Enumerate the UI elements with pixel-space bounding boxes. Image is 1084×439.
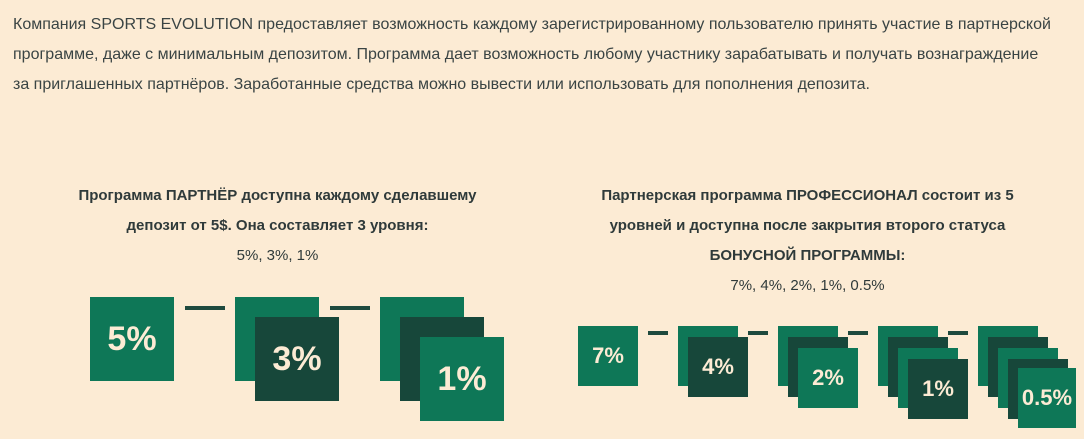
partner-tier-3-tile: 1% <box>420 337 504 421</box>
professional-levels-text: 7%, 4%, 2%, 1%, 0.5% <box>730 277 885 294</box>
professional-title-line-3: БОНУСНОЙ ПРОГРАММЫ: <box>709 247 906 264</box>
partner-connector-2 <box>330 306 370 310</box>
partner-tier-1-tile: 5% <box>90 297 174 381</box>
professional-title-line-2: уровней и доступна после закрытия второг… <box>609 217 1006 234</box>
professional-title-line-1: Партнерская программа ПРОФЕССИОНАЛ состо… <box>601 187 1014 204</box>
professional-connector-3 <box>848 331 868 335</box>
professional-connector-2 <box>748 331 768 335</box>
partner-connector-1 <box>185 306 225 310</box>
partner-title-line-2: депозит от 5$. Она составляет 3 уровня: <box>126 217 429 234</box>
professional-tier-3-tile: 2% <box>798 348 858 408</box>
intro-line-3: за приглашенных партнёров. Заработанные … <box>13 76 870 93</box>
partner-tier-2-tile: 3% <box>255 317 339 401</box>
professional-connector-4 <box>948 331 968 335</box>
partner-title-line-1: Программа ПАРТНЁР доступна каждому сдела… <box>78 187 477 204</box>
partner-levels-text: 5%, 3%, 1% <box>236 247 319 264</box>
professional-tier-1-tile: 7% <box>578 326 638 386</box>
professional-tier-4-tile: 1% <box>908 359 968 419</box>
intro-line-2: программе, даже с минимальным депозитом.… <box>13 46 1039 63</box>
professional-connector-1 <box>648 331 668 335</box>
partner-program-description: Программа ПАРТНЁР доступна каждому сдела… <box>40 181 515 271</box>
intro-line-1: Компания SPORTS EVOLUTION предоставляет … <box>13 16 1051 33</box>
professional-program-description: Партнерская программа ПРОФЕССИОНАЛ состо… <box>570 181 1045 301</box>
professional-tier-2-tile: 4% <box>688 337 748 397</box>
professional-tier-5-tile: 0.5% <box>1018 368 1076 428</box>
intro-text: Компания SPORTS EVOLUTION предоставляет … <box>13 10 1073 100</box>
